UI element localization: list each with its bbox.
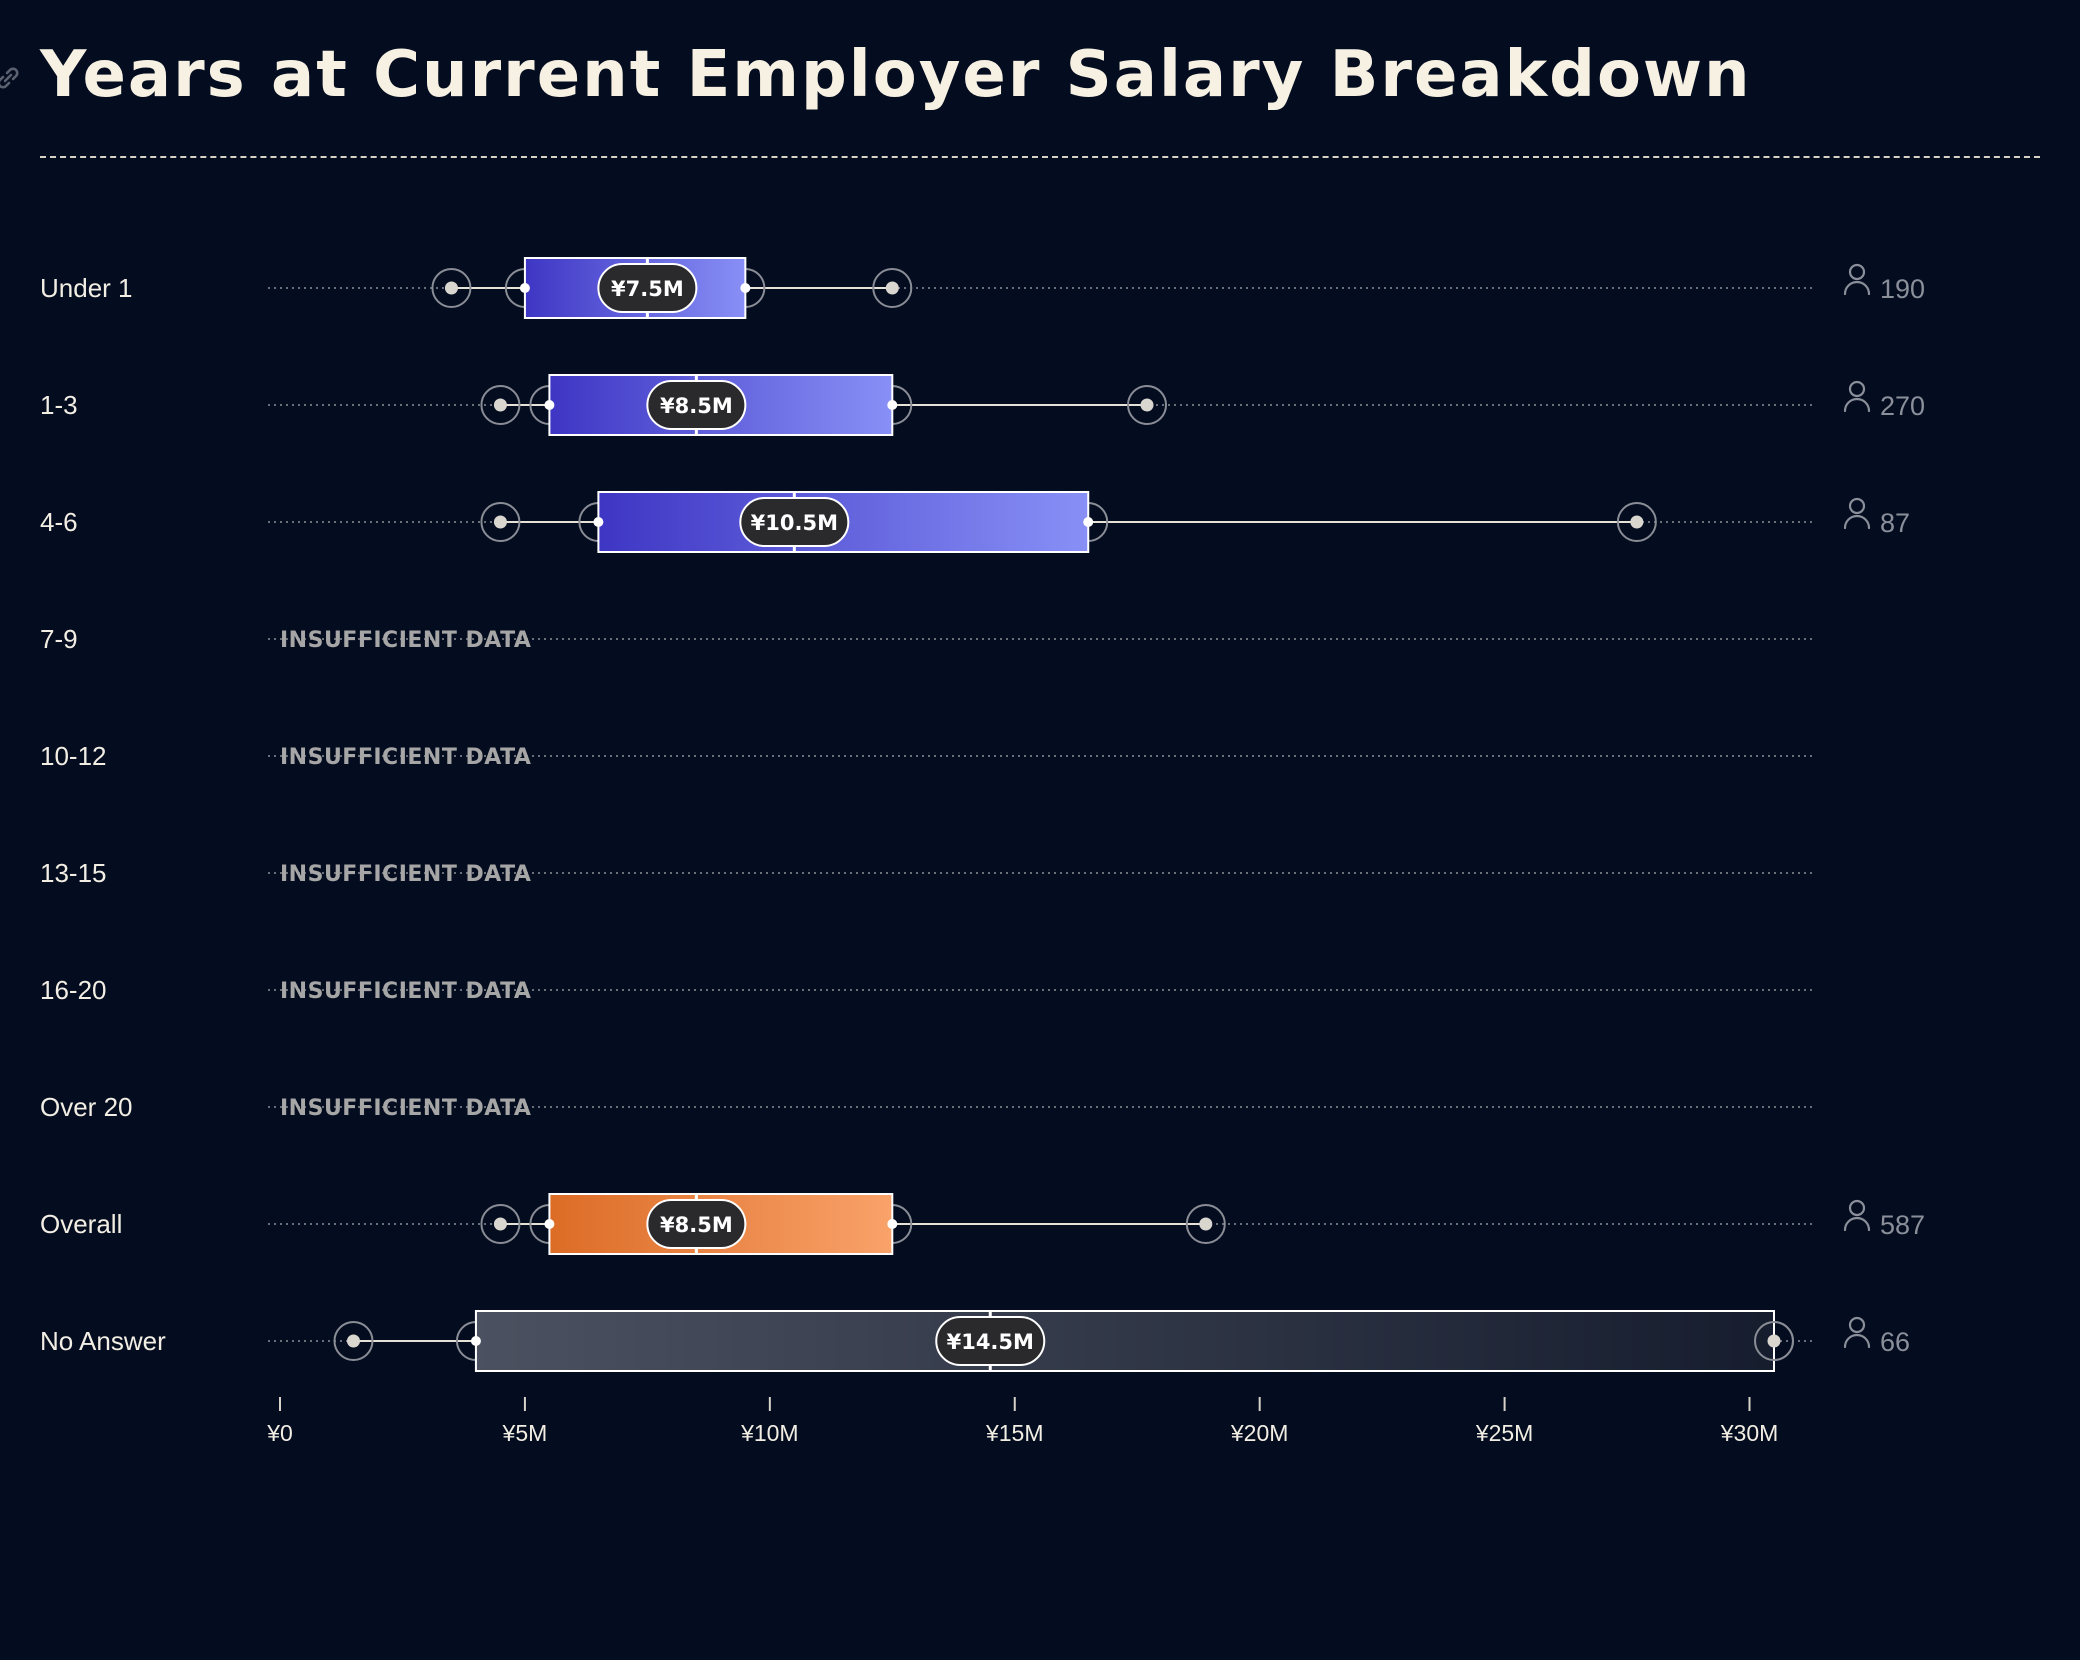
p10-marker[interactable] — [493, 1217, 507, 1231]
p10-marker-ring — [333, 1321, 374, 1361]
median-label: ¥14.5M — [947, 1330, 1034, 1354]
respondent-count: 587 — [1880, 1210, 1925, 1240]
p90-marker[interactable] — [1630, 515, 1644, 529]
boxplot-row: 13-15 INSUFFICIENT DATA — [40, 858, 1812, 888]
p10-marker-ring — [431, 268, 472, 308]
person-icon — [1843, 1199, 1871, 1232]
row-label: No Answer — [40, 1326, 166, 1356]
p90-marker[interactable] — [1199, 1217, 1213, 1231]
row-label: Over 20 — [40, 1092, 133, 1122]
p10-marker[interactable] — [346, 1334, 360, 1348]
x-tick-label: ¥20M — [1230, 1420, 1289, 1446]
median-pill — [646, 1199, 747, 1249]
median-label: ¥8.5M — [660, 394, 733, 418]
p10-marker-ring — [480, 1204, 521, 1244]
x-tick-label: ¥5M — [502, 1420, 548, 1446]
p10-marker[interactable] — [493, 515, 507, 529]
quartile-dot — [887, 1219, 898, 1229]
boxplot-row: 16-20 INSUFFICIENT DATA — [40, 975, 1812, 1005]
boxplot-row: Over 20 INSUFFICIENT DATA — [40, 1092, 1812, 1122]
x-tick-label: ¥0 — [266, 1420, 293, 1446]
p10-marker-ring — [480, 502, 521, 542]
p90-marker-ring — [1754, 1321, 1794, 1361]
insufficient-data-label: INSUFFICIENT DATA — [280, 1096, 531, 1121]
person-icon — [1843, 497, 1871, 530]
x-tick-label: ¥25M — [1475, 1420, 1534, 1446]
median-label: ¥10.5M — [751, 511, 838, 535]
boxplot-row: 1-3 ¥8.5M 270 — [40, 374, 1925, 436]
iqr-box[interactable] — [474, 1310, 1775, 1372]
p90-marker-ring — [1185, 1204, 1226, 1244]
boxplot-row: Under 1 ¥7.5M 190 — [40, 257, 1925, 319]
row-label: Overall — [40, 1209, 122, 1239]
title-divider — [40, 156, 2040, 158]
row-label: Under 1 — [40, 273, 133, 303]
p90-marker[interactable] — [1140, 398, 1154, 412]
p10-marker-ring — [480, 385, 521, 425]
median-label: ¥7.5M — [611, 277, 684, 301]
p90-marker[interactable] — [1767, 1334, 1781, 1348]
insufficient-data-label: INSUFFICIENT DATA — [280, 862, 531, 887]
insufficient-data-label: INSUFFICIENT DATA — [280, 979, 531, 1004]
p90-marker-ring — [1127, 385, 1168, 425]
boxplot-row: 10-12 INSUFFICIENT DATA — [40, 741, 1812, 771]
median-label: ¥8.5M — [660, 1213, 733, 1237]
quartile-dot — [1083, 517, 1094, 527]
quartile-dot — [593, 517, 604, 527]
person-icon — [1843, 1316, 1871, 1349]
page-title: Years at Current Employer Salary Breakdo… — [40, 38, 1752, 112]
respondent-count: 190 — [1880, 274, 1925, 304]
x-tick-label: ¥10M — [740, 1420, 799, 1446]
person-icon — [1843, 380, 1871, 413]
p90-marker[interactable] — [885, 281, 899, 295]
person-icon — [1843, 263, 1871, 296]
quartile-dot — [470, 1336, 481, 1346]
boxplot-row: 7-9 INSUFFICIENT DATA — [40, 624, 1812, 654]
row-label: 1-3 — [40, 390, 78, 420]
quartile-dot — [519, 283, 530, 293]
insufficient-data-label: INSUFFICIENT DATA — [280, 628, 531, 653]
row-label: 13-15 — [40, 858, 107, 888]
p90-marker-ring — [872, 268, 913, 308]
quartile-dot — [544, 400, 555, 410]
p90-marker-ring — [1616, 502, 1657, 542]
x-tick-label: ¥15M — [985, 1420, 1044, 1446]
median-pill — [739, 497, 850, 547]
link-icon[interactable] — [0, 64, 22, 92]
row-label: 16-20 — [40, 975, 107, 1005]
insufficient-data-label: INSUFFICIENT DATA — [280, 745, 531, 770]
x-tick-label: ¥30M — [1720, 1420, 1779, 1446]
row-label: 4-6 — [40, 507, 78, 537]
median-pill — [935, 1316, 1046, 1366]
median-pill — [597, 263, 698, 313]
boxplot-row: No Answer ¥14.5M 66 — [40, 1310, 1910, 1372]
p10-marker[interactable] — [444, 281, 458, 295]
respondent-count: 87 — [1880, 508, 1910, 538]
row-label: 7-9 — [40, 624, 78, 654]
boxplot-row: 4-6 ¥10.5M 87 — [40, 491, 1910, 553]
row-label: 10-12 — [40, 741, 107, 771]
boxplot-row: Overall ¥8.5M 587 — [40, 1193, 1925, 1255]
quartile-dot — [544, 1219, 555, 1229]
p10-marker[interactable] — [493, 398, 507, 412]
quartile-dot — [887, 400, 898, 410]
respondent-count: 66 — [1880, 1327, 1910, 1357]
respondent-count: 270 — [1880, 391, 1925, 421]
quartile-dot — [740, 283, 751, 293]
median-pill — [646, 380, 747, 430]
